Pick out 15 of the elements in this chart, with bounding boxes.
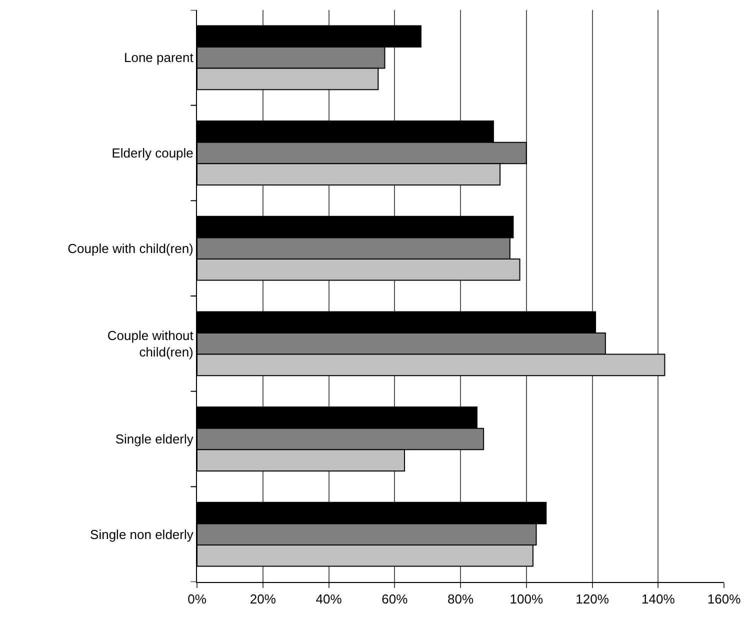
x-tick-label: 140%	[642, 592, 676, 607]
y-tick-label: Single elderly	[115, 432, 194, 447]
y-tick-label: Single non elderly	[90, 526, 194, 542]
x-tick-label: 60%	[382, 592, 408, 607]
x-tick-label: 120%	[576, 592, 610, 607]
y-tick-label: Couple without child(ren)	[107, 328, 194, 360]
y-tick-label: Lone parent	[124, 50, 194, 66]
x-tick-label: 80%	[447, 592, 474, 607]
y-tick-label: Elderly couple	[112, 146, 194, 161]
x-tick-label: 0%	[188, 592, 207, 607]
x-tick-label: 100%	[510, 592, 544, 607]
x-tick-label: 160%	[707, 592, 742, 607]
x-tick-label: 40%	[316, 592, 342, 607]
x-tick-label: 20%	[250, 592, 276, 607]
y-tick-label: Couple with child(ren)	[68, 240, 194, 256]
